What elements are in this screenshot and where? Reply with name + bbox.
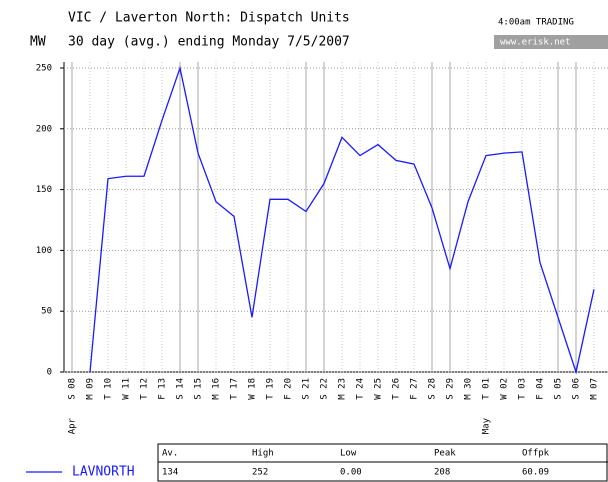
table-header: Offpk [522, 449, 550, 459]
x-tick-label: T 03 [518, 378, 528, 400]
x-tick-label: F 13 [158, 378, 168, 400]
x-tick-label: F 20 [284, 378, 294, 400]
table-cell: 0.00 [340, 468, 362, 478]
x-tick-label: F 04 [536, 378, 546, 400]
source: www.erisk.net [500, 38, 570, 48]
y-tick-label: 100 [36, 246, 52, 256]
status: 4:00am TRADING [498, 18, 574, 28]
x-tick-label: T 10 [104, 378, 114, 400]
x-tick-label: T 26 [392, 378, 402, 400]
series-line [89, 65, 595, 375]
x-tick-label: M 09 [86, 378, 96, 400]
x-tick-label: S 08 [68, 378, 78, 400]
y-tick-label: 200 [36, 124, 52, 134]
x-tick-label: W 25 [374, 378, 384, 400]
month-label: Apr [68, 417, 78, 434]
x-tick-label: W 11 [122, 378, 132, 400]
x-tick-label: S 29 [446, 378, 456, 400]
y-tick-label: 150 [36, 185, 52, 195]
table-cell: 134 [162, 468, 178, 478]
x-tick-label: T 17 [230, 378, 240, 400]
x-tick-label: T 12 [140, 378, 150, 400]
x-tick-label: T 01 [482, 378, 492, 400]
source-box [494, 35, 608, 49]
table-header: Low [340, 449, 357, 459]
y-axis-label: MW [30, 35, 46, 50]
table-cell: 208 [434, 468, 450, 478]
x-tick-label: W 02 [500, 378, 510, 400]
x-tick-label: M 16 [212, 378, 222, 400]
x-tick-label: S 21 [302, 378, 312, 400]
table-header: Av. [162, 449, 178, 459]
y-tick-label: 0 [47, 368, 52, 378]
x-tick-label: S 22 [320, 378, 330, 400]
x-tick-label: S 14 [176, 378, 186, 400]
x-tick-label: M 30 [464, 378, 474, 400]
x-tick-label: T 19 [266, 378, 276, 400]
chart-subtitle: 30 day (avg.) ending Monday 7/5/2007 [68, 35, 350, 50]
y-tick-label: 50 [41, 307, 52, 317]
x-tick-label: S 15 [194, 378, 204, 400]
legend-label: LAVNORTH [72, 465, 135, 480]
x-tick-label: W 18 [248, 378, 258, 400]
x-tick-label: S 06 [572, 378, 582, 400]
table-header: High [252, 449, 274, 459]
chart-title: VIC / Laverton North: Dispatch Units [68, 11, 350, 26]
x-tick-label: M 07 [590, 378, 600, 400]
y-tick-label: 250 [36, 64, 52, 74]
x-tick-label: T 24 [356, 378, 366, 400]
x-tick-label: F 27 [410, 378, 420, 400]
table-cell: 252 [252, 468, 268, 478]
x-tick-label: S 28 [428, 378, 438, 400]
x-tick-label: M 23 [338, 378, 348, 400]
month-label: May [482, 417, 492, 434]
table-header: Peak [434, 449, 456, 459]
x-tick-label: S 05 [554, 378, 564, 400]
table-cell: 60.09 [522, 468, 549, 478]
